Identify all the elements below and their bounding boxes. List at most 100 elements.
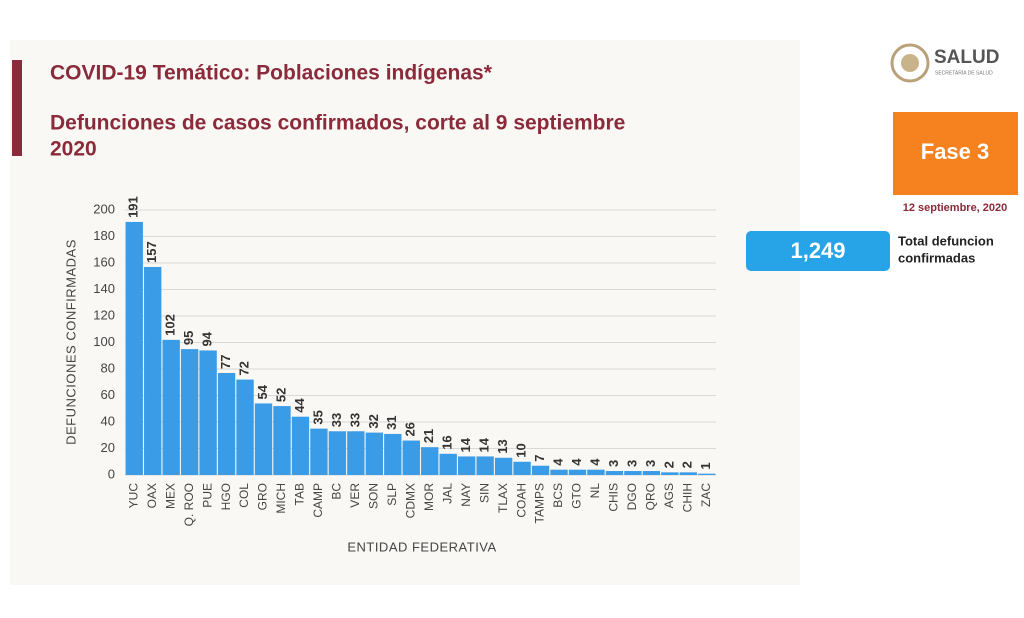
x-tick-label: CHIS	[607, 483, 621, 512]
x-tick-label: MEX	[163, 483, 177, 509]
bar	[384, 433, 402, 475]
value-label: 72	[236, 361, 251, 375]
logo-text: SALUD	[934, 47, 999, 68]
y-tick-label: 100	[93, 334, 115, 349]
bar	[587, 469, 605, 475]
subtitle-line: 2020	[50, 138, 97, 161]
value-label: 2	[680, 461, 695, 468]
value-label: 3	[624, 460, 639, 467]
phase-box	[893, 112, 1018, 195]
x-tick-label: BC	[330, 483, 344, 500]
value-label: 26	[403, 422, 418, 436]
value-label: 4	[550, 458, 565, 466]
bar	[642, 471, 661, 475]
value-label: 191	[126, 196, 141, 218]
title: COVID-19 Temático: Poblaciones indígenas…	[50, 62, 493, 85]
x-tick-label: NAY	[459, 483, 473, 507]
bar	[402, 440, 420, 475]
logo: SALUD SECRETARÍA DE SALUD	[890, 43, 999, 83]
x-tick-label: SLP	[385, 483, 399, 506]
bar	[291, 416, 310, 475]
value-label: 94	[200, 331, 215, 346]
y-axis-title: DEFUNCIONES CONFIRMADAS	[63, 239, 78, 445]
y-tick-label: 60	[101, 387, 115, 402]
x-tick-label: QRO	[644, 483, 658, 510]
bar	[199, 350, 217, 475]
bar	[236, 379, 254, 475]
bar	[624, 471, 642, 475]
value-label: 4	[569, 458, 584, 466]
value-label: 4	[587, 458, 602, 466]
bar	[421, 447, 439, 475]
total-box	[746, 231, 890, 271]
x-tick-label: HGO	[219, 483, 233, 510]
bar	[310, 428, 328, 475]
y-tick-label: 120	[93, 307, 115, 322]
value-label: 2	[661, 461, 676, 468]
bar	[254, 403, 273, 475]
value-label: 77	[218, 355, 233, 369]
bar	[661, 472, 679, 475]
y-tick-label: 180	[93, 228, 115, 243]
bar	[476, 456, 494, 475]
bar	[550, 469, 568, 475]
value-label: 3	[643, 460, 658, 467]
bar	[531, 465, 550, 475]
accent-bar	[12, 60, 22, 156]
x-tick-label: GRO	[256, 483, 270, 510]
x-tick-label: SON	[367, 483, 381, 509]
total-label: confirmadas	[898, 250, 975, 265]
value-label: 14	[458, 437, 473, 452]
bar	[513, 461, 531, 475]
bar	[328, 431, 347, 475]
y-tick-label: 80	[101, 360, 115, 375]
y-tick-label: 160	[93, 254, 115, 269]
value-label: 52	[273, 388, 288, 402]
x-tick-label: GTO	[570, 483, 584, 509]
y-tick-label: 200	[93, 201, 115, 216]
value-label: 44	[292, 397, 307, 412]
total-label: Total defuncion	[898, 233, 994, 248]
bar	[180, 349, 199, 475]
value-label: 32	[366, 414, 381, 428]
x-tick-label: CHIH	[680, 483, 694, 512]
y-tick-label: 0	[108, 466, 115, 481]
phase-text: Fase 3	[921, 139, 990, 164]
x-tick-label: MOR	[422, 483, 436, 511]
value-label: 33	[329, 413, 344, 427]
x-tick-label: BCS	[551, 483, 565, 508]
date: 12 septiembre, 2020	[903, 202, 1008, 214]
bar	[273, 406, 291, 475]
value-label: 10	[514, 443, 529, 457]
value-label: 102	[163, 314, 178, 336]
value-label: 13	[495, 439, 510, 453]
bar	[568, 469, 587, 475]
logo-subtext: SECRETARÍA DE SALUD	[935, 69, 993, 76]
value-label: 33	[347, 413, 362, 427]
bar	[494, 457, 513, 475]
bar	[347, 431, 365, 475]
x-axis-title: ENTIDAD FEDERATIVA	[347, 539, 496, 554]
bar	[144, 266, 162, 475]
emblem	[890, 43, 930, 83]
x-tick-label: OAX	[145, 483, 159, 508]
value-label: 157	[144, 241, 159, 263]
x-tick-label: PUE	[200, 483, 214, 508]
x-tick-label: AGS	[662, 483, 676, 508]
x-tick-label: VER	[348, 483, 362, 508]
x-tick-label: YUC	[126, 483, 140, 509]
x-tick-label: TAB	[293, 483, 307, 505]
y-tick-label: 20	[101, 440, 115, 455]
x-tick-label: DGO	[625, 483, 639, 510]
subtitle-line: Defunciones de casos confirmados, corte …	[50, 112, 625, 135]
value-label: 31	[384, 415, 399, 429]
value-label: 14	[477, 437, 492, 452]
x-tick-label: COAH	[514, 483, 528, 518]
x-tick-label: SIN	[477, 483, 491, 503]
emblem-center	[901, 54, 919, 72]
x-tick-label: MICH	[274, 483, 288, 514]
value-label: 1	[698, 462, 713, 469]
value-label: 95	[181, 331, 196, 345]
x-tick-label: JAL	[440, 483, 454, 504]
